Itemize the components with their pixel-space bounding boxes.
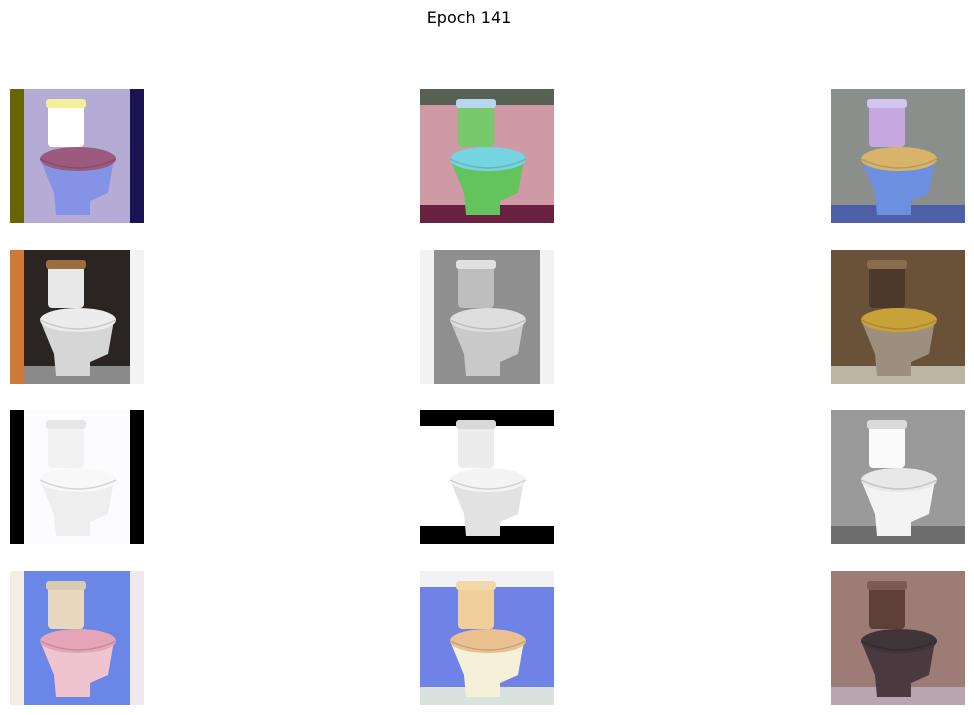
toilet-shape — [39, 99, 117, 215]
toilet-shape — [860, 260, 938, 376]
figure-title: Epoch 141 — [426, 8, 512, 27]
generated-image-toilet-green-on-pink — [420, 89, 554, 223]
generated-image-toilet-brown-bathroom — [831, 250, 965, 384]
generated-image-toilet-lavender-square — [10, 89, 144, 223]
generated-image-toilet-purple-bathroom — [831, 89, 965, 223]
toilet-shape — [449, 420, 527, 536]
toilet-shape — [39, 420, 117, 536]
toilet-shape — [39, 581, 117, 697]
toilet-shape — [449, 99, 527, 215]
generated-image-toilet-gray-blurred — [420, 250, 554, 384]
toilet-shape — [860, 420, 938, 536]
toilet-shape — [449, 581, 527, 697]
toilet-shape — [860, 581, 938, 697]
toilet-shape — [39, 260, 117, 376]
generated-image-toilet-gray-dark-wall — [10, 250, 144, 384]
generated-image-toilet-pink-blue-bg — [10, 571, 144, 705]
toilet-shape — [449, 260, 527, 376]
generated-image-toilet-white-gray-bathroom — [831, 410, 965, 544]
generated-image-toilet-dark-mauve-bathroom — [831, 571, 965, 705]
generated-image-toilet-peach-blue-bg — [420, 571, 554, 705]
generated-image-toilet-white-letterbox — [420, 410, 554, 544]
toilet-shape — [860, 99, 938, 215]
generated-image-toilet-white-square — [10, 410, 144, 544]
